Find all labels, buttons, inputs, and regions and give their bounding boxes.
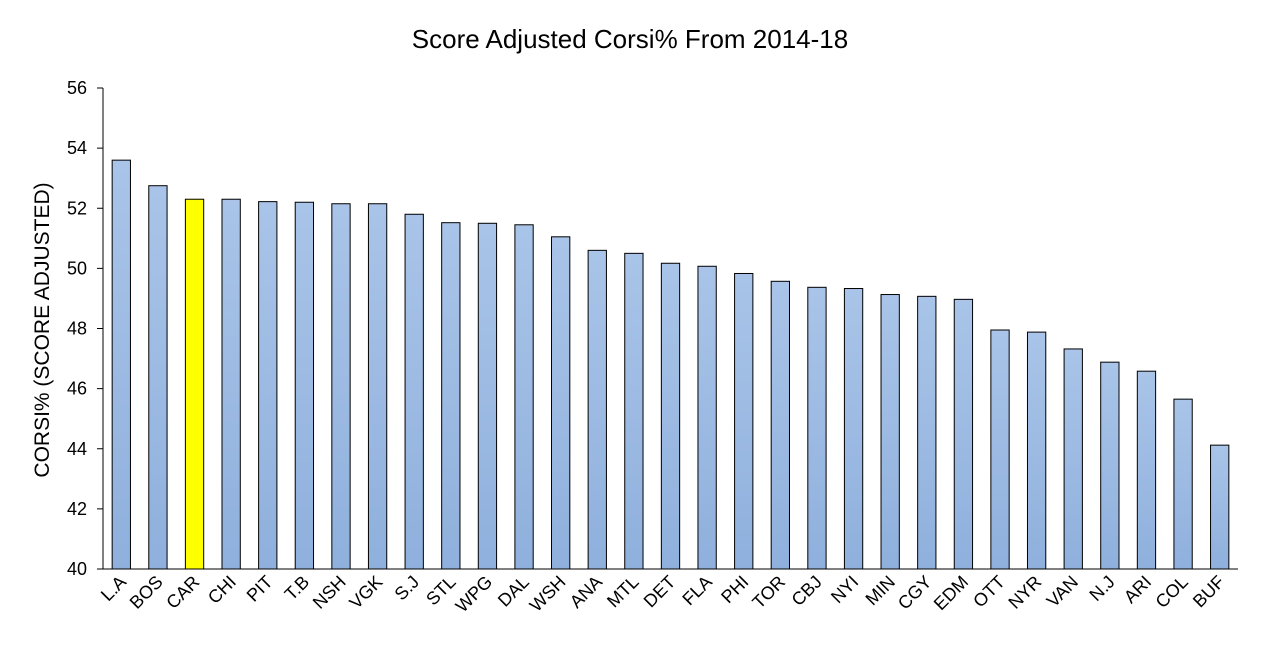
bar-wpg <box>477 222 498 570</box>
bar-buf <box>1210 444 1230 570</box>
x-tick-label: VGK <box>345 572 386 613</box>
bar-ana <box>587 249 607 570</box>
bar-wsh <box>551 236 571 570</box>
x-tick-label: PHI <box>717 572 752 607</box>
bar-mtl <box>624 252 644 570</box>
y-tick-label: 40 <box>67 559 87 579</box>
x-tick-label: N.J <box>1085 572 1118 605</box>
bar-chi <box>221 198 241 570</box>
bar-cbj <box>807 286 827 570</box>
x-tick-label: NYI <box>827 572 862 607</box>
bar-stl <box>441 222 461 570</box>
x-tick-label: WSH <box>526 572 570 616</box>
x-tick-label: VAN <box>1043 572 1082 611</box>
y-tick-label: 48 <box>67 319 87 339</box>
bar-dal <box>514 224 534 570</box>
bar-cgy <box>917 295 937 570</box>
x-tick-label: DET <box>640 572 680 612</box>
bar-ari <box>1136 370 1157 570</box>
x-tick-label: PIT <box>243 572 277 606</box>
bar-nj <box>1100 361 1120 570</box>
bar-phi <box>734 272 754 570</box>
x-tick-label: ANA <box>566 572 606 612</box>
bar-min <box>880 294 900 570</box>
bar-la <box>111 159 131 570</box>
x-tick-label: CAR <box>162 572 203 613</box>
x-tick-label: BUF <box>1189 572 1229 612</box>
x-tick-label: ARI <box>1120 572 1155 607</box>
bar-tb <box>294 201 315 570</box>
y-tick-label: 46 <box>67 379 87 399</box>
x-tick-label: NYR <box>1004 572 1045 613</box>
bar-sj <box>404 213 424 570</box>
bar-edm <box>953 298 974 570</box>
x-tick-label: S.J <box>391 572 424 605</box>
x-tick-label: FLA <box>678 572 715 609</box>
x-tick-label: L.A <box>97 572 130 605</box>
x-tick-label: COL <box>1152 572 1192 612</box>
y-tick-label: 44 <box>67 439 87 459</box>
chart-title: Score Adjusted Corsi% From 2014-18 <box>412 24 848 54</box>
bar-van <box>1063 348 1083 570</box>
x-tick-label: BOS <box>126 572 167 613</box>
x-tick-label: DAL <box>494 572 533 611</box>
bar-fla <box>697 265 717 570</box>
bar-vgk <box>367 203 388 570</box>
y-axis-label: CORSI% (SCORE ADJUSTED) <box>31 182 54 477</box>
bar-nyi <box>843 288 864 570</box>
y-tick-label: 42 <box>67 499 87 519</box>
x-tick-label: MTL <box>603 572 643 612</box>
x-tick-label: CHI <box>204 572 240 608</box>
x-tick-label: WPG <box>452 572 497 617</box>
x-tick-label: EDM <box>930 572 972 614</box>
y-tick-label: 52 <box>67 198 87 218</box>
bar-car <box>184 198 205 570</box>
bar-bos <box>148 185 168 570</box>
x-tick-label: MIN <box>862 572 899 609</box>
bar-nsh <box>331 203 351 570</box>
y-axis-ticks: 40 42 44 46 48 50 52 54 56 <box>67 78 103 579</box>
y-tick-label: 50 <box>67 258 87 278</box>
x-tick-label: CGY <box>894 572 936 614</box>
bar-det <box>660 262 681 570</box>
bars <box>111 159 1230 570</box>
bar-col <box>1173 398 1193 570</box>
x-tick-label: CBJ <box>788 572 826 610</box>
x-tick-label: TOR <box>748 572 789 613</box>
y-tick-label: 54 <box>67 138 87 158</box>
bar-ott <box>990 329 1010 570</box>
y-tick-label: 56 <box>67 78 87 98</box>
bar-pit <box>258 201 278 570</box>
x-tick-label: OTT <box>969 572 1009 612</box>
bar-nyr <box>1026 331 1047 570</box>
x-tick-label: NSH <box>309 572 350 613</box>
bar-tor <box>770 280 790 570</box>
